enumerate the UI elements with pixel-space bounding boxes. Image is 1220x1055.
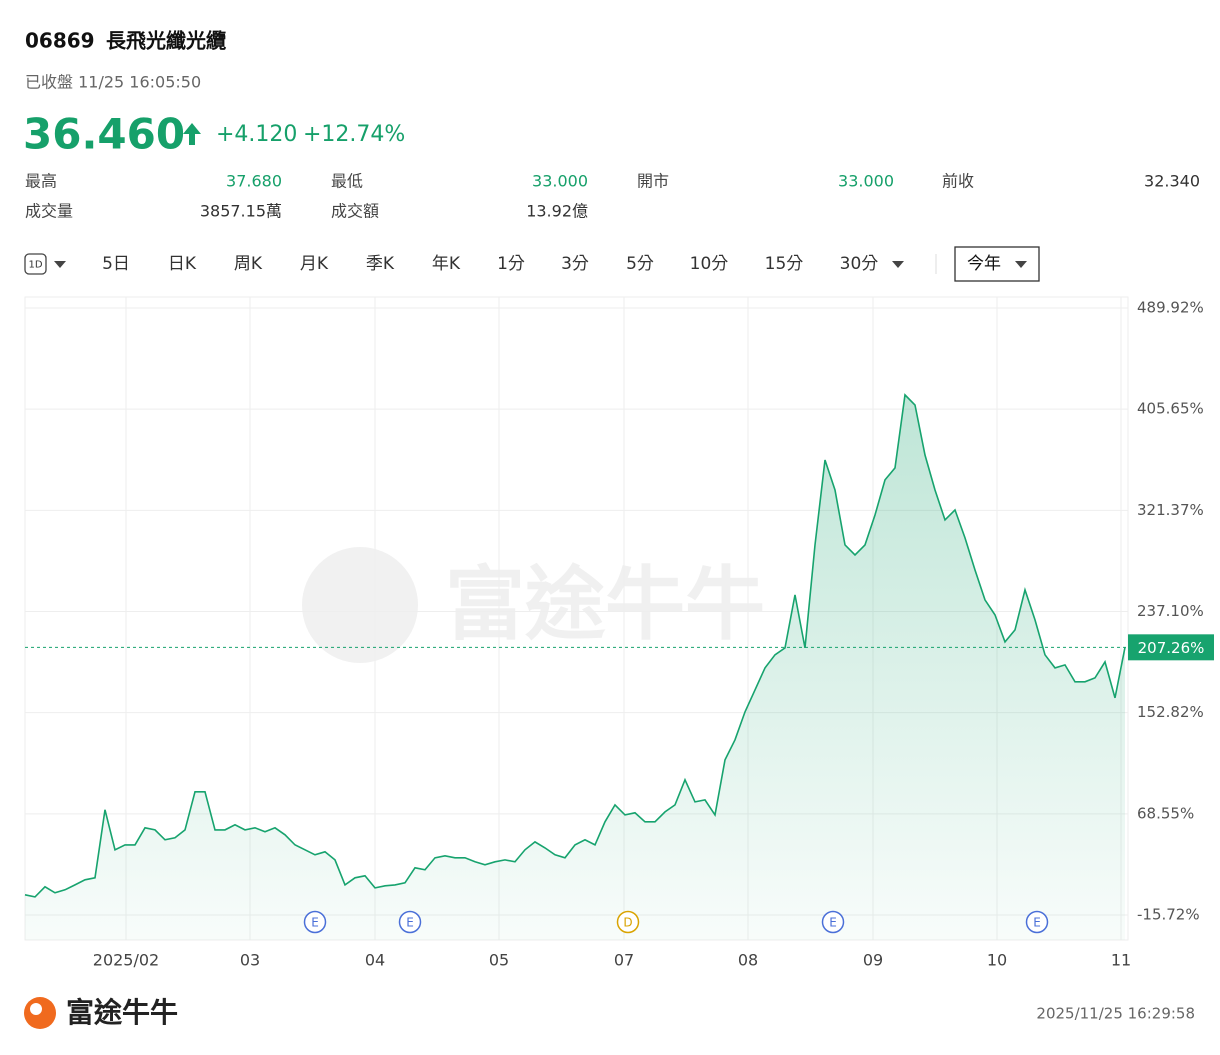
watermark-logo (302, 547, 418, 663)
selected-tab-box[interactable] (954, 246, 1040, 282)
event-marker[interactable] (821, 910, 845, 934)
x-tick-label: 2025/02 (93, 951, 159, 970)
stat-value: 32.340 (1144, 172, 1200, 191)
stat-value: 37.680 (226, 172, 282, 191)
stat-label: 最高 (25, 172, 57, 191)
y-tick-label: 321.37% (1137, 501, 1204, 519)
price-change-pct: +12.74% (303, 122, 405, 147)
period-tab[interactable]: 日K (168, 254, 197, 274)
stat-label: 最低 (331, 172, 363, 191)
y-tick-label: 237.10% (1137, 602, 1204, 620)
caret[interactable] (54, 261, 66, 268)
event-marker[interactable] (303, 910, 327, 934)
period-tab[interactable]: 年K (432, 254, 461, 274)
stat-label: 成交量 (25, 202, 73, 221)
period-tab[interactable]: 周K (234, 254, 263, 274)
y-tick-label: 489.92% (1137, 298, 1204, 316)
chart: 489.92% 405.65% 321.37% 237.10% 152.82% 68.55… (24, 297, 1214, 970)
stat-value: 13.92億 (526, 202, 588, 221)
stock-name: 長飛光纖光纜 (106, 29, 226, 53)
stat-label: 開市 (637, 172, 669, 191)
timestamp: 2025/11/25 16:29:58 (1036, 1005, 1195, 1023)
price-line (24, 393, 1126, 898)
event-marker[interactable] (1025, 910, 1049, 934)
x-tick-label: 03 (240, 951, 260, 970)
caret[interactable] (1015, 261, 1027, 268)
x-tick-label: 10 (987, 951, 1007, 970)
selected-tab[interactable]: 今年 (967, 254, 1001, 274)
event-label[interactable]: E (406, 916, 414, 930)
event-label[interactable]: D (623, 916, 632, 930)
brand-logo-eye (30, 1003, 42, 1015)
x-tick-label: 05 (489, 951, 509, 970)
x-tick-label: 04 (365, 951, 385, 970)
y-tick-label: -15.72% (1137, 906, 1200, 924)
market-status: 已收盤 11/25 16:05:50 (25, 73, 201, 92)
y-tick-label: 152.82% (1137, 703, 1204, 721)
watermark: 富途牛牛 (445, 558, 765, 651)
area (25, 394, 1125, 940)
event-label[interactable]: E (1033, 916, 1041, 930)
event-label[interactable]: E (829, 916, 837, 930)
period-icon[interactable]: 1D (28, 260, 42, 271)
period-icon-box[interactable] (24, 253, 47, 275)
x-tick-label: 09 (863, 951, 883, 970)
y-tick-label: 405.65% (1137, 400, 1204, 418)
period-tab[interactable]: 10分 (690, 254, 729, 274)
y-tick-label: 68.55% (1137, 804, 1194, 822)
x-tick-label: 08 (738, 951, 758, 970)
x-tick-label: 11 (1111, 951, 1131, 970)
period-tab[interactable]: 3分 (561, 254, 589, 274)
stat-label: 前收 (942, 172, 974, 191)
period-tab[interactable]: 季K (366, 254, 395, 274)
brand-name: 富途牛牛 (66, 996, 178, 1029)
up-arrow (183, 123, 201, 145)
stat-value: 33.000 (838, 172, 894, 191)
current-label-box (1128, 634, 1214, 661)
period-tab[interactable]: 5分 (626, 254, 654, 274)
period-tab[interactable]: 30分 (840, 254, 879, 274)
price: 36.460 (23, 110, 185, 159)
event-marker[interactable] (616, 910, 640, 934)
stat-label: 成交額 (331, 202, 379, 221)
stat-value: 33.000 (532, 172, 588, 191)
period-tab[interactable]: 5日 (102, 254, 130, 274)
stat-value: 3857.15萬 (200, 202, 282, 221)
event-marker[interactable] (398, 910, 422, 934)
period-tab[interactable]: 15分 (765, 254, 804, 274)
period-tab[interactable]: 月K (300, 254, 329, 274)
event-label[interactable]: E (311, 916, 319, 930)
x-tick-label: 07 (614, 951, 634, 970)
stock-code: 06869 (25, 29, 95, 53)
period-tab[interactable]: 1分 (497, 254, 525, 274)
price-change: +4.120 (216, 122, 297, 147)
current-label: 207.26% (1138, 639, 1205, 657)
caret[interactable] (892, 261, 904, 268)
